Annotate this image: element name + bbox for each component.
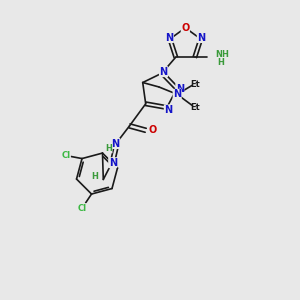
Text: N: N xyxy=(197,32,206,43)
Text: Cl: Cl xyxy=(78,204,87,213)
Text: N: N xyxy=(173,89,181,99)
Text: H: H xyxy=(217,58,224,67)
Text: NH: NH xyxy=(215,50,229,59)
Text: Et: Et xyxy=(190,80,200,88)
Text: Cl: Cl xyxy=(61,151,70,160)
Text: H: H xyxy=(106,144,112,153)
Text: H: H xyxy=(92,172,98,181)
Text: Et: Et xyxy=(190,103,200,112)
Text: N: N xyxy=(109,158,117,168)
Text: O: O xyxy=(181,23,190,33)
Text: O: O xyxy=(148,125,156,135)
Text: N: N xyxy=(112,139,120,148)
Text: N: N xyxy=(176,84,184,94)
Text: N: N xyxy=(164,105,172,115)
Text: N: N xyxy=(165,32,173,43)
Text: N: N xyxy=(159,67,167,77)
